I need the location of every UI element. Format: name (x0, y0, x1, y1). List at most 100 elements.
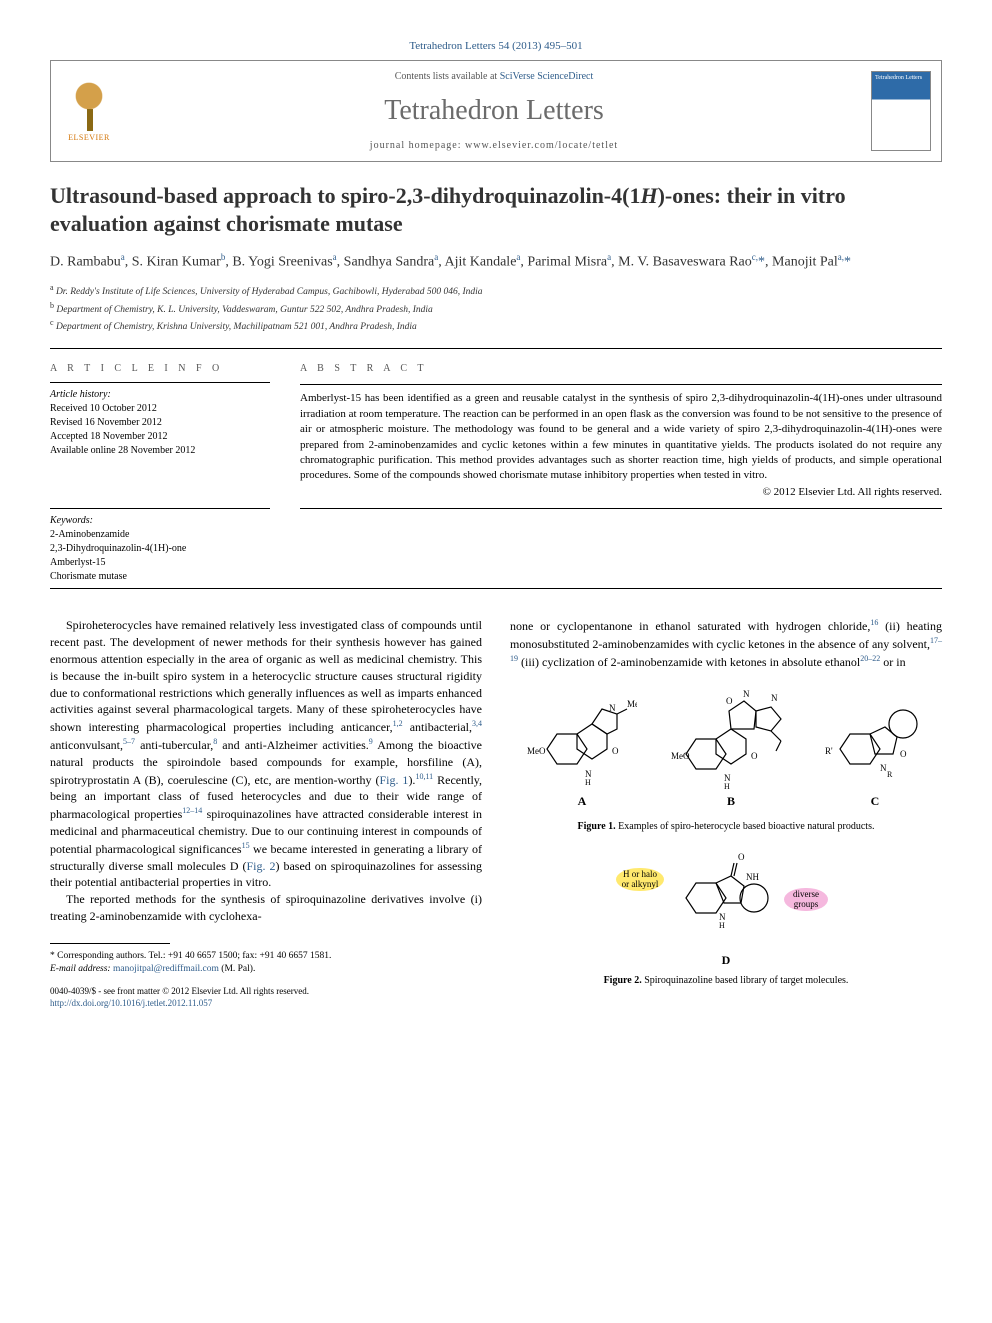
svg-text:MeO: MeO (671, 751, 690, 761)
authors-list: D. Rambabua, S. Kiran Kumarb, B. Yogi Sr… (50, 251, 942, 272)
publisher-logo-block: ELSEVIER (51, 61, 127, 161)
corr-author-line: * Corresponding authors. Tel.: +91 40 66… (50, 950, 482, 963)
svg-text:Me: Me (627, 699, 637, 709)
highlight-yellow-label: H or halo or alkynyl (616, 868, 664, 892)
contents-available-line: Contents lists available at SciVerse Sci… (127, 71, 861, 82)
email-line: E-mail address: manojitpal@rediffmail.co… (50, 963, 482, 976)
svg-text:R: R (887, 770, 893, 779)
figure-2-structure: O NH N H H or halo or alkynyl diverse gr… (616, 848, 836, 969)
figure-1: MeO Me N N H O A (510, 685, 942, 834)
divider (300, 508, 942, 509)
svg-text:R': R' (825, 746, 833, 756)
abstract-text: Amberlyst-15 has been identified as a gr… (300, 391, 942, 483)
doi-link[interactable]: http://dx.doi.org/10.1016/j.tetlet.2012.… (50, 998, 212, 1008)
citation-bar: Tetrahedron Letters 54 (2013) 495–501 (50, 40, 942, 52)
molecule-label: B (671, 793, 791, 810)
svg-text:N: N (609, 703, 616, 713)
cover-title: Tetrahedron Letters (875, 75, 922, 81)
journal-cover-thumbnail[interactable]: Tetrahedron Letters (871, 71, 931, 151)
svg-text:O: O (751, 751, 758, 761)
divider (50, 508, 270, 509)
publisher-name: ELSEVIER (68, 133, 110, 142)
figure-2-caption: Figure 2. Spiroquinazoline based library… (510, 974, 942, 988)
svg-text:O: O (900, 749, 907, 759)
accepted-date: Accepted 18 November 2012 (50, 430, 270, 444)
figure-1-caption: Figure 1. Examples of spiro-heterocycle … (510, 820, 942, 834)
contents-prefix: Contents lists available at (395, 71, 500, 82)
molecule-c: R' N R O C (825, 699, 925, 810)
affiliation-c: c Department of Chemistry, Krishna Unive… (50, 317, 942, 334)
body-columns: Spiroheterocycles have remained relative… (50, 617, 942, 1009)
issn-line: 0040-4039/$ - see front matter © 2012 El… (50, 986, 482, 998)
svg-text:N: N (771, 693, 778, 703)
header-right: Tetrahedron Letters (861, 61, 941, 161)
title-italic: H (640, 183, 657, 208)
figure-link[interactable]: Fig. 2 (247, 859, 276, 873)
divider (50, 588, 942, 589)
journal-name: Tetrahedron Letters (127, 95, 861, 127)
affiliations: a Dr. Reddy's Institute of Life Sciences… (50, 282, 942, 334)
article-info-header: A R T I C L E I N F O (50, 355, 270, 374)
footnote-separator (50, 943, 170, 944)
ref-link[interactable]: 15 (242, 841, 250, 850)
body-paragraph: none or cyclopentanone in ethanol satura… (510, 617, 942, 670)
svg-text:O: O (612, 746, 619, 756)
svg-text:MeO: MeO (527, 746, 546, 756)
divider (50, 348, 942, 349)
svg-text:H: H (585, 778, 591, 787)
svg-text:N: N (880, 763, 887, 773)
ref-link[interactable]: 20–22 (860, 654, 880, 663)
svg-text:N: N (743, 689, 750, 699)
keyword: 2-Aminobenzamide (50, 528, 270, 542)
received-date: Received 10 October 2012 (50, 402, 270, 416)
figure-1-structures: MeO Me N N H O A (510, 685, 942, 814)
homepage-url[interactable]: www.elsevier.com/locate/tetlet (465, 140, 618, 151)
body-column-right: none or cyclopentanone in ethanol satura… (510, 617, 942, 1009)
keyword: 2,3-Dihydroquinazolin-4(1H)-one (50, 542, 270, 556)
molecule-label: C (825, 793, 925, 810)
history-title: Article history: (50, 389, 270, 400)
molecule-label: A (527, 793, 637, 810)
email-link[interactable]: manojitpal@rediffmail.com (113, 964, 219, 974)
molecule-a: MeO Me N N H O A (527, 699, 637, 810)
ref-link[interactable]: 1,2 (393, 719, 403, 728)
abstract-header: A B S T R A C T (300, 355, 942, 374)
svg-text:H: H (724, 782, 730, 789)
abstract-column: A B S T R A C T Amberlyst-15 has been id… (300, 355, 942, 584)
issn-copyright: 0040-4039/$ - see front matter © 2012 El… (50, 986, 482, 1009)
divider (50, 382, 270, 383)
affiliation-b: b Department of Chemistry, K. L. Univers… (50, 300, 942, 317)
affiliation-a: a Dr. Reddy's Institute of Life Sciences… (50, 282, 942, 299)
page-container: Tetrahedron Letters 54 (2013) 495–501 EL… (0, 0, 992, 1050)
elsevier-logo[interactable]: ELSEVIER (59, 76, 119, 146)
molecule-label: D (616, 952, 836, 969)
online-date: Available online 28 November 2012 (50, 444, 270, 458)
header-center: Contents lists available at SciVerse Sci… (127, 61, 861, 161)
journal-header: ELSEVIER Contents lists available at Sci… (50, 60, 942, 162)
svg-text:O: O (738, 852, 745, 862)
article-info-column: A R T I C L E I N F O Article history: R… (50, 355, 270, 584)
abstract-copyright: © 2012 Elsevier Ltd. All rights reserved… (300, 486, 942, 498)
title-part1: Ultrasound-based approach to spiro-2,3-d… (50, 183, 640, 208)
body-paragraph: The reported methods for the synthesis o… (50, 891, 482, 925)
divider (300, 384, 942, 385)
keyword: Amberlyst-15 (50, 556, 270, 570)
svg-text:O: O (726, 696, 733, 706)
body-column-left: Spiroheterocycles have remained relative… (50, 617, 482, 1009)
body-paragraph: Spiroheterocycles have remained relative… (50, 617, 482, 891)
figure-2: O NH N H H or halo or alkynyl diverse gr… (510, 848, 942, 989)
ref-link[interactable]: 10,11 (415, 772, 433, 781)
ref-link[interactable]: 12–14 (182, 806, 202, 815)
ref-link[interactable]: 3,4 (472, 719, 482, 728)
sciencedirect-link[interactable]: SciVerse ScienceDirect (500, 71, 594, 82)
svg-text:NH: NH (746, 872, 759, 882)
elsevier-tree-icon (64, 81, 114, 131)
article-title: Ultrasound-based approach to spiro-2,3-d… (50, 182, 942, 237)
revised-date: Revised 16 November 2012 (50, 416, 270, 430)
keyword: Chorismate mutase (50, 570, 270, 584)
molecule-b: MeO O N N N H O B (671, 689, 791, 810)
svg-text:H: H (719, 921, 725, 930)
homepage-prefix: journal homepage: (370, 140, 465, 151)
figure-link[interactable]: Fig. 1 (379, 773, 408, 787)
ref-link[interactable]: 5–7 (123, 737, 135, 746)
